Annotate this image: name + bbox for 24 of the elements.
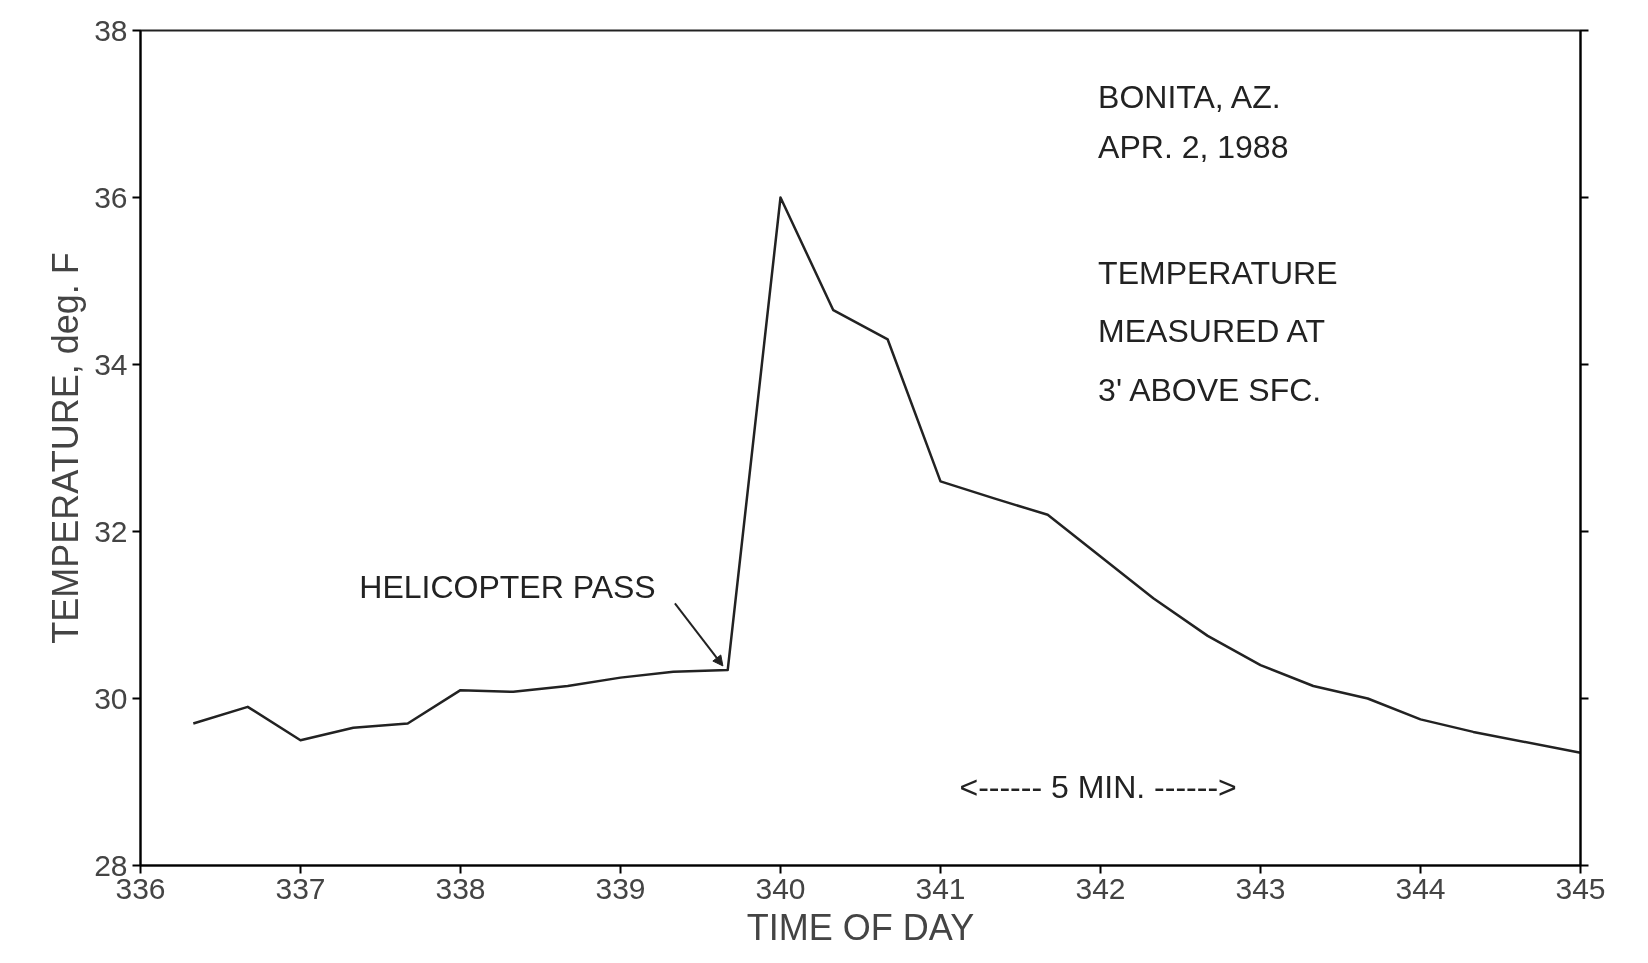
- annotation: BONITA, AZ.: [1098, 79, 1281, 116]
- x-tick-label: 341: [915, 871, 966, 905]
- x-tick-label: 337: [275, 871, 326, 905]
- x-tick-label: 339: [595, 871, 646, 905]
- x-tick-label: 338: [435, 871, 486, 905]
- x-tick-label: 344: [1395, 871, 1446, 905]
- x-tick-label: 345: [1555, 871, 1606, 905]
- annotation: TEMPERATURE: [1098, 254, 1338, 291]
- x-axis-title: TIME OF DAY: [746, 906, 975, 948]
- y-tick-label: 36: [94, 180, 128, 214]
- x-tick-label: 342: [1075, 871, 1126, 905]
- y-axis-title: TEMPERATURE, deg. F: [45, 252, 87, 644]
- annotation: HELICOPTER PASS: [359, 568, 656, 605]
- annotation: MEASURED AT: [1098, 313, 1326, 350]
- line-series: [192, 196, 1581, 755]
- y-tick-label: 38: [94, 13, 128, 47]
- annotation: <------ 5 MIN. ------>: [959, 769, 1237, 806]
- y-tick-label: 32: [94, 514, 128, 548]
- x-tick-label: 340: [755, 871, 806, 905]
- annotation: 3' ABOVE SFC.: [1098, 371, 1322, 408]
- x-tick-label: 343: [1235, 871, 1286, 905]
- annotation: APR. 2, 1988: [1098, 129, 1289, 166]
- y-tick-label: 30: [94, 681, 128, 715]
- y-tick-label: 34: [94, 347, 128, 381]
